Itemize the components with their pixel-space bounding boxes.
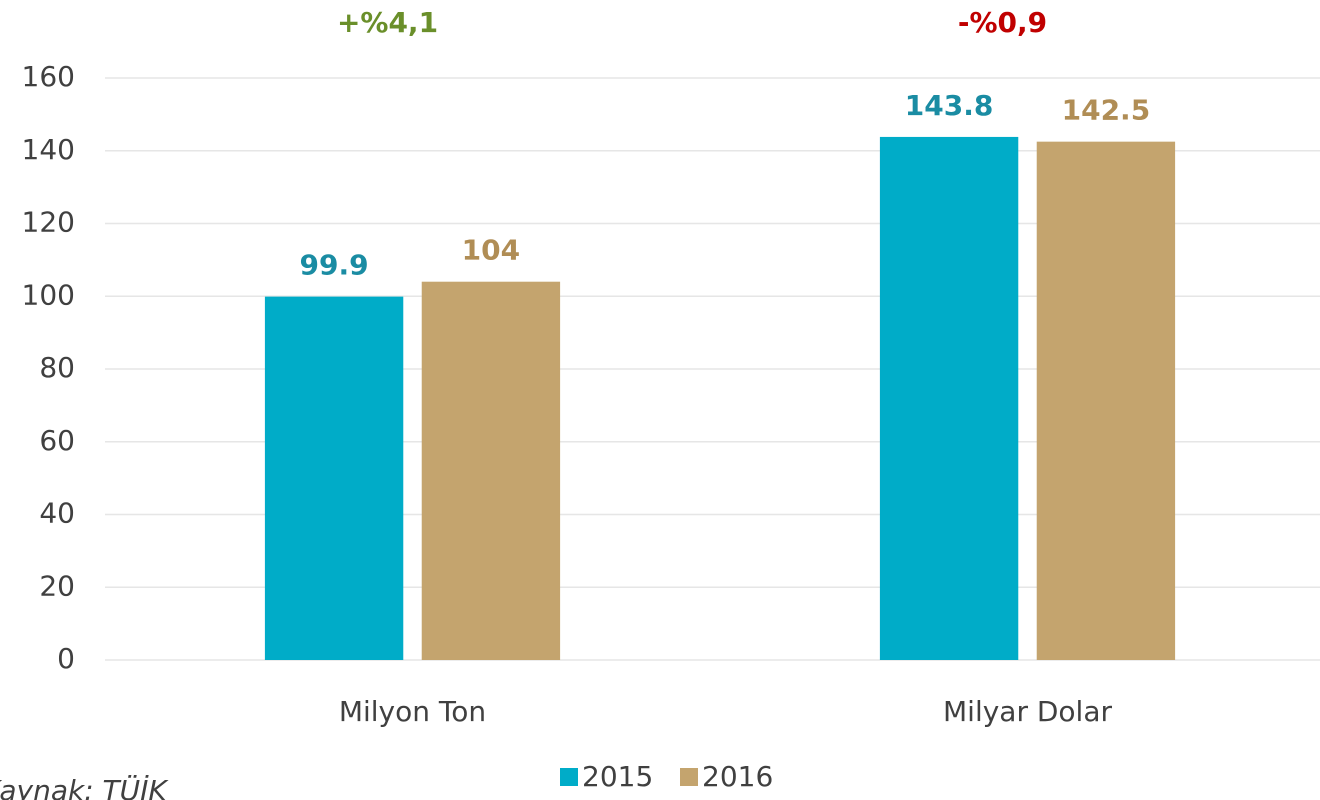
y-tick-label: 20 — [39, 569, 75, 602]
bar — [421, 281, 561, 660]
bar — [879, 136, 1019, 661]
y-tick-label: 160 — [22, 60, 75, 93]
legend-label: 2016 — [702, 760, 773, 793]
change-annotation: -%0,9 — [958, 6, 1047, 39]
x-tick-label: Milyar Dolar — [943, 695, 1112, 728]
y-tick-label: 140 — [22, 133, 75, 166]
change-annotation: +%4,1 — [337, 6, 438, 39]
value-label: 104 — [462, 234, 520, 267]
value-label: 143.8 — [905, 89, 994, 122]
legend-label: 2015 — [582, 760, 653, 793]
source-note: Kaynak: TÜİK — [0, 773, 169, 800]
y-tick-label: 100 — [22, 278, 75, 311]
y-tick-label: 0 — [57, 642, 75, 675]
bar — [1036, 141, 1176, 660]
value-label: 142.5 — [1062, 94, 1151, 127]
y-tick-label: 80 — [39, 351, 75, 384]
y-tick-label: 120 — [22, 206, 75, 239]
legend-swatch — [680, 768, 698, 786]
y-tick-label: 60 — [39, 424, 75, 457]
legend-swatch — [560, 768, 578, 786]
y-tick-label: 40 — [39, 497, 75, 530]
value-label: 99.9 — [300, 249, 369, 282]
bar — [264, 296, 404, 660]
x-tick-label: Milyon Ton — [339, 695, 486, 728]
